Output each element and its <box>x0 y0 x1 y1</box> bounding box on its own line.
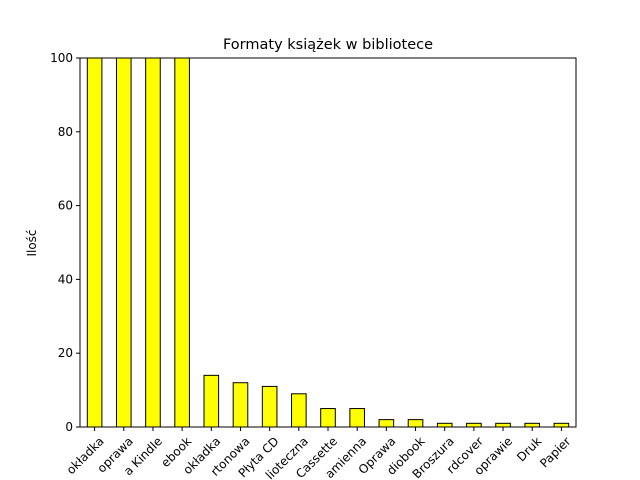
bar-11 <box>378 419 395 428</box>
bar-8 <box>291 393 307 428</box>
bar-15 <box>495 422 511 428</box>
bar-13 <box>436 422 453 428</box>
bar-12 <box>407 419 424 428</box>
bar-5 <box>203 374 220 428</box>
bar-14 <box>466 422 482 428</box>
y-tick-label-4: 60 <box>58 199 73 213</box>
bar-6 <box>232 382 249 428</box>
y-tick-label-1: 0 <box>65 420 73 434</box>
bar-4 <box>174 57 190 428</box>
y-tick-label-2: 20 <box>58 346 73 360</box>
bar-2 <box>115 57 132 428</box>
chart-title: Formaty książek w bibliotece <box>223 37 433 53</box>
bar-3 <box>145 57 161 428</box>
bars-group <box>86 57 570 428</box>
bar-9 <box>320 408 336 428</box>
bar-10 <box>349 408 365 428</box>
bar-16 <box>524 422 541 428</box>
bar-1 <box>86 57 103 428</box>
bar-7 <box>261 385 278 428</box>
y-axis: 0 20 40 60 80 100 <box>50 51 80 434</box>
bar-17 <box>553 422 570 428</box>
plot-frame <box>79 57 577 428</box>
y-tick-label-3: 40 <box>58 272 73 286</box>
y-tick-label-5: 80 <box>58 125 73 139</box>
y-axis-label: Ilość <box>25 229 39 256</box>
y-tick-label-6: 100 <box>50 51 73 65</box>
x-tick-label-17: Papier <box>537 434 573 470</box>
